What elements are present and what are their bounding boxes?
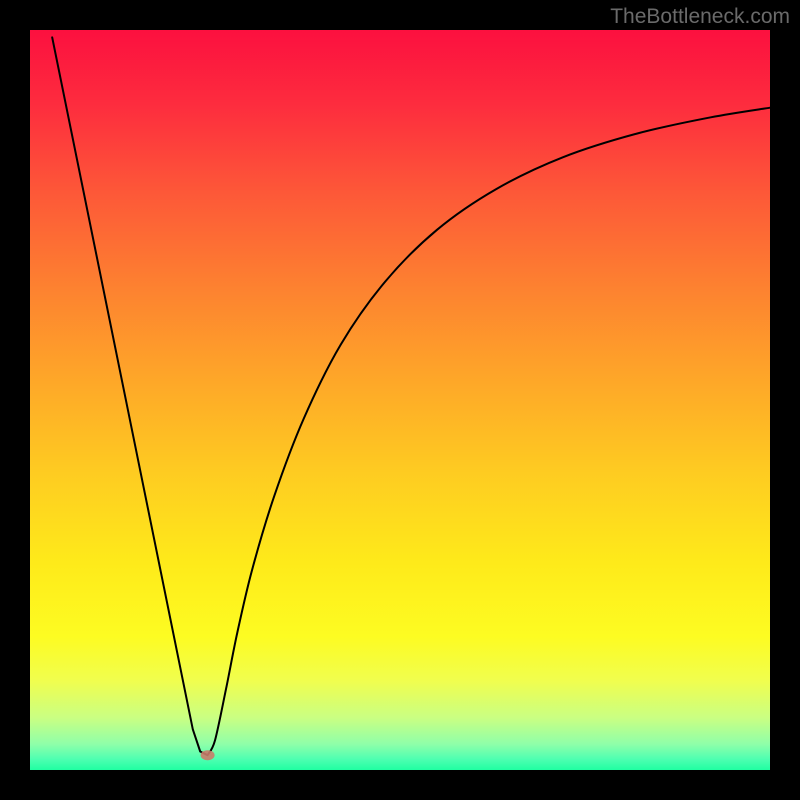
chart-frame: TheBottleneck.com <box>0 0 800 800</box>
bottleneck-chart <box>0 0 800 800</box>
watermark-text: TheBottleneck.com <box>610 5 790 29</box>
chart-gradient-background <box>30 30 770 770</box>
optimal-point-marker <box>201 750 215 760</box>
